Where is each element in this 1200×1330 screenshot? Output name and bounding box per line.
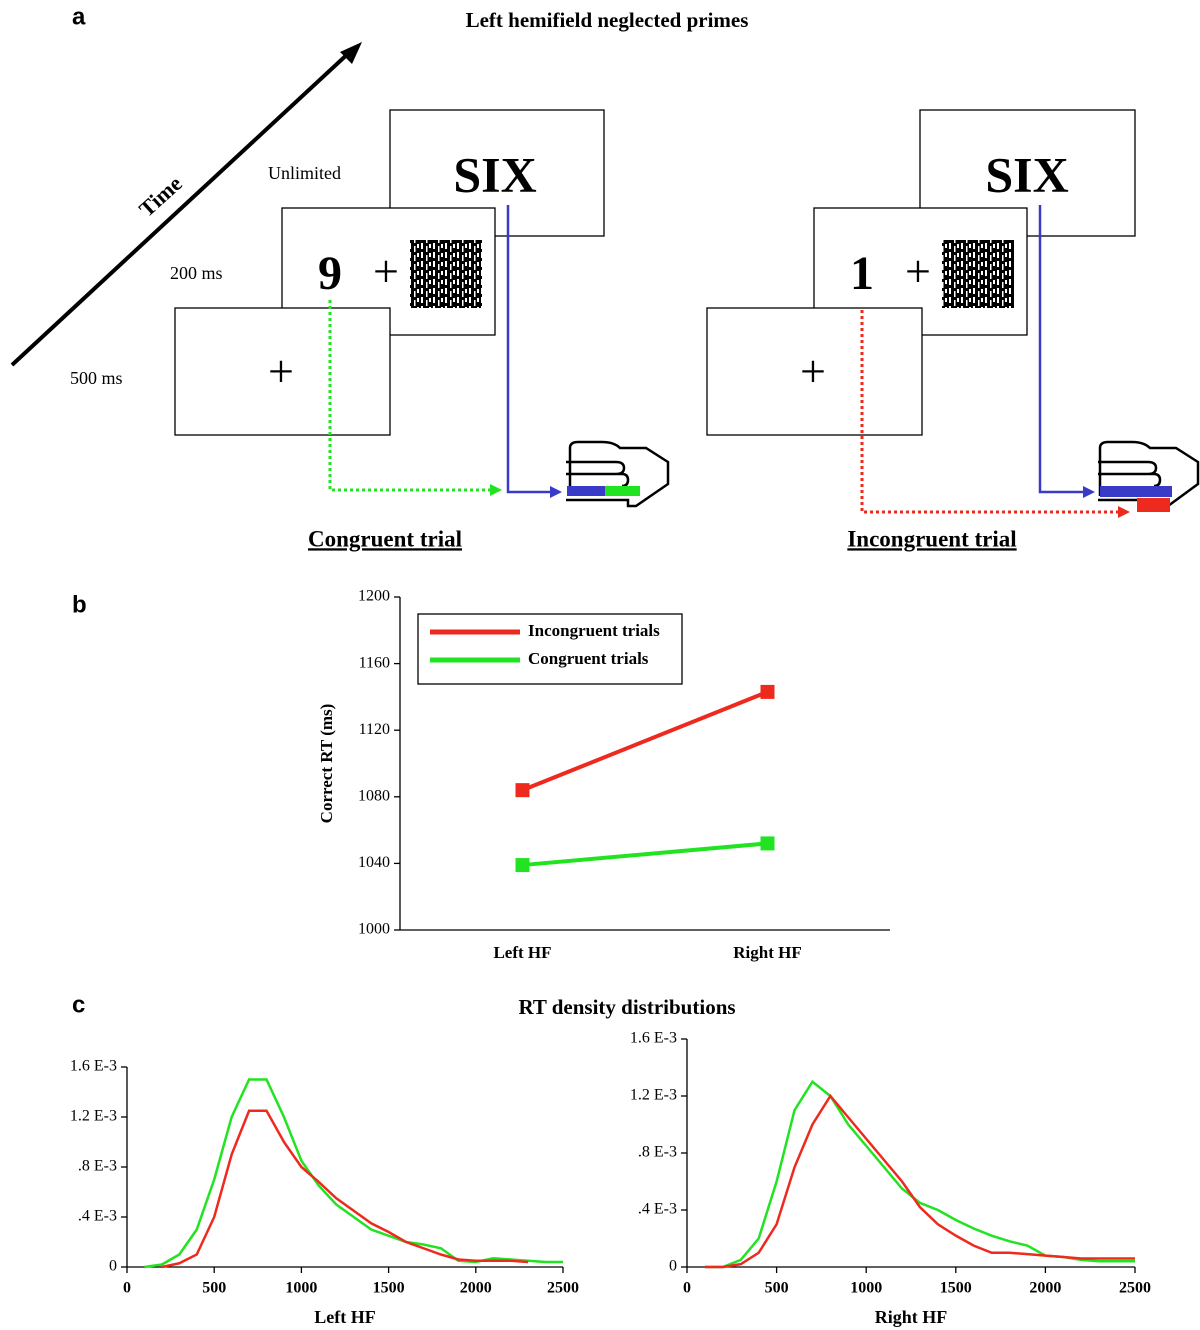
panel-title: RT density distributions bbox=[518, 995, 735, 1019]
target-word: SIX bbox=[985, 146, 1068, 202]
x-axis-label: Right HF bbox=[875, 1307, 948, 1327]
legend-label: Incongruent trials bbox=[528, 621, 660, 640]
x-tick-label: 2000 bbox=[1029, 1280, 1061, 1297]
prime-digit: 1 bbox=[850, 247, 874, 300]
y-tick-label: 1160 bbox=[359, 654, 390, 671]
target-path bbox=[1038, 205, 1088, 494]
y-tick-label: 1.6 E-3 bbox=[70, 1058, 117, 1075]
y-tick-label: 1.2 E-3 bbox=[630, 1087, 677, 1104]
y-tick-label: 0 bbox=[109, 1258, 117, 1275]
fixation-cross: + bbox=[373, 246, 399, 297]
hand bbox=[566, 440, 670, 508]
y-tick-label: .4 E-3 bbox=[78, 1208, 117, 1225]
x-tick-label: 0 bbox=[683, 1280, 691, 1297]
y-tick-label: 1040 bbox=[358, 854, 390, 871]
x-tick-label: 2000 bbox=[460, 1280, 492, 1297]
series-line bbox=[521, 690, 769, 792]
response-key bbox=[1100, 486, 1172, 497]
y-tick-label: 1200 bbox=[358, 588, 390, 605]
y-tick-label: .4 E-3 bbox=[638, 1201, 677, 1218]
series-line bbox=[704, 1079, 1135, 1269]
y-axis-label: Correct RT (ms) bbox=[317, 704, 336, 824]
duration-label: 500 ms bbox=[70, 368, 123, 388]
series-line bbox=[522, 841, 768, 868]
x-tick-label: 2500 bbox=[547, 1280, 579, 1297]
noise-mask bbox=[410, 240, 482, 308]
fixation-screen bbox=[706, 307, 923, 436]
response-key bbox=[605, 486, 640, 496]
x-tick-label: 1500 bbox=[373, 1280, 405, 1297]
x-tick-label: 1000 bbox=[285, 1280, 317, 1297]
fixation-cross: + bbox=[268, 346, 294, 397]
trial-caption: Congruent trial bbox=[308, 526, 462, 551]
series-line bbox=[144, 1078, 563, 1269]
legend-label: Congruent trials bbox=[528, 649, 649, 668]
fixation-cross: + bbox=[905, 246, 931, 297]
series-line bbox=[161, 1109, 529, 1269]
x-tick-label: 2500 bbox=[1119, 1280, 1151, 1297]
fixation-cross: + bbox=[800, 346, 826, 397]
target-path bbox=[506, 205, 556, 494]
arrow-head bbox=[550, 486, 562, 498]
target-word: SIX bbox=[453, 146, 536, 202]
y-tick-label: .8 E-3 bbox=[638, 1144, 677, 1161]
prime-path bbox=[860, 310, 1122, 514]
arrow-head bbox=[1118, 506, 1130, 518]
time-label: Time bbox=[134, 171, 187, 222]
y-tick-label: 1.2 E-3 bbox=[70, 1108, 117, 1125]
arrow-head bbox=[490, 484, 502, 496]
point-marker bbox=[515, 783, 530, 798]
series-line bbox=[704, 1093, 1135, 1269]
point-marker bbox=[760, 836, 775, 851]
point-marker bbox=[760, 684, 775, 699]
response-key bbox=[567, 486, 605, 496]
x-tick-label: 1000 bbox=[850, 1280, 882, 1297]
fixation-screen bbox=[174, 307, 391, 436]
y-tick-label: 1120 bbox=[359, 721, 390, 738]
x-tick-label: 0 bbox=[123, 1280, 131, 1297]
x-tick-label: 500 bbox=[765, 1280, 789, 1297]
y-tick-label: 1.6 E-3 bbox=[630, 1030, 677, 1047]
point-marker bbox=[515, 858, 530, 873]
noise-mask bbox=[942, 240, 1014, 308]
y-tick-label: 1000 bbox=[358, 921, 390, 938]
x-tick-label: 500 bbox=[202, 1280, 226, 1297]
y-tick-label: .8 E-3 bbox=[78, 1158, 117, 1175]
legend-box bbox=[417, 613, 683, 685]
duration-label: 200 ms bbox=[170, 263, 223, 283]
duration-label: Unlimited bbox=[268, 163, 341, 183]
arrow-head bbox=[340, 42, 362, 64]
time-arrow bbox=[10, 48, 354, 367]
prime-digit: 9 bbox=[318, 247, 342, 300]
y-tick-label: 1080 bbox=[358, 787, 390, 804]
response-key bbox=[1137, 498, 1170, 512]
congruent-trial: SIX 9 + + Congruent trial bbox=[174, 109, 670, 551]
panel-label: a bbox=[72, 3, 86, 30]
x-tick-label: Left HF bbox=[493, 943, 551, 962]
x-axis-label: Left HF bbox=[314, 1307, 375, 1327]
panel-title: Left hemifield neglected primes bbox=[466, 8, 749, 32]
incongruent-trial: SIX 1 + + Incongruent trial bbox=[706, 109, 1200, 551]
trial-caption: Incongruent trial bbox=[847, 526, 1016, 551]
x-tick-label: Right HF bbox=[733, 943, 801, 962]
x-tick-label: 1500 bbox=[940, 1280, 972, 1297]
y-tick-label: 0 bbox=[669, 1258, 677, 1275]
panel-label: c bbox=[72, 991, 85, 1018]
panel-label: b bbox=[72, 591, 87, 618]
arrow-head bbox=[1083, 486, 1095, 498]
